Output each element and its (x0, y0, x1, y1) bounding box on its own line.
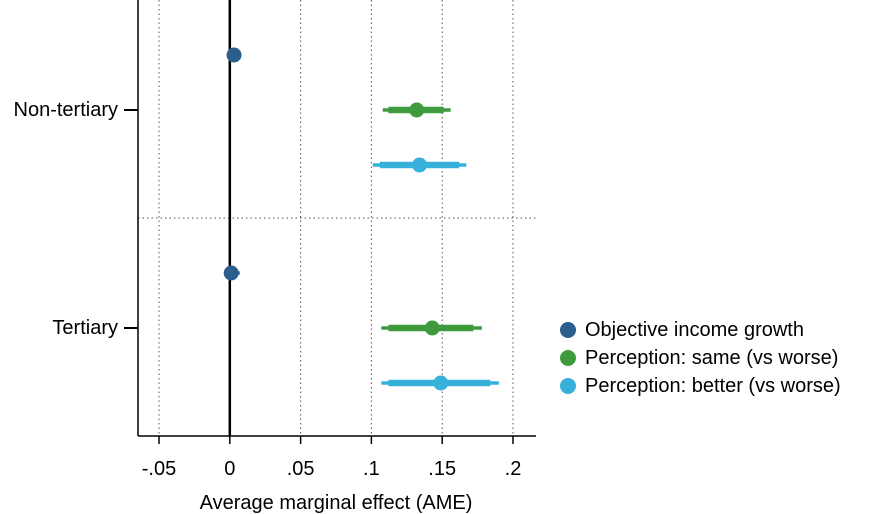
legend-marker-icon (560, 378, 576, 394)
y-tick-label: Tertiary (52, 317, 118, 339)
point-estimate (424, 320, 440, 336)
legend-label: Objective income growth (585, 318, 804, 341)
legend-marker-icon (560, 322, 576, 338)
point-estimate (412, 157, 428, 173)
axis-layer: -.05 0 .05 .1 .15 .2 Non-tertiary Tertiary (14, 0, 536, 480)
legend-item: Perception: same (vs worse) (560, 344, 841, 372)
x-tick-label: 0 (224, 458, 235, 480)
legend-label: Perception: same (vs worse) (585, 346, 839, 369)
x-axis-title: Average marginal effect (AME) (200, 492, 473, 514)
legend-label: Perception: better (vs worse) (585, 374, 841, 397)
legend-item: Objective income growth (560, 316, 841, 344)
legend-marker-icon (560, 350, 576, 366)
point-estimate (226, 47, 242, 63)
y-tick-label: Non-tertiary (14, 99, 118, 121)
x-tick-label: .15 (428, 458, 456, 480)
point-estimate (223, 265, 239, 281)
x-tick-label: .2 (505, 458, 522, 480)
point-estimate (433, 375, 449, 391)
x-tick-label: .1 (363, 458, 380, 480)
x-tick-label: -.05 (142, 458, 176, 480)
grid-layer (138, 0, 536, 436)
point-estimate (409, 102, 425, 118)
legend-item: Perception: better (vs worse) (560, 372, 841, 400)
x-tick-label: .05 (287, 458, 315, 480)
legend: Objective income growth Perception: same … (560, 316, 841, 400)
marks-layer (223, 47, 499, 391)
